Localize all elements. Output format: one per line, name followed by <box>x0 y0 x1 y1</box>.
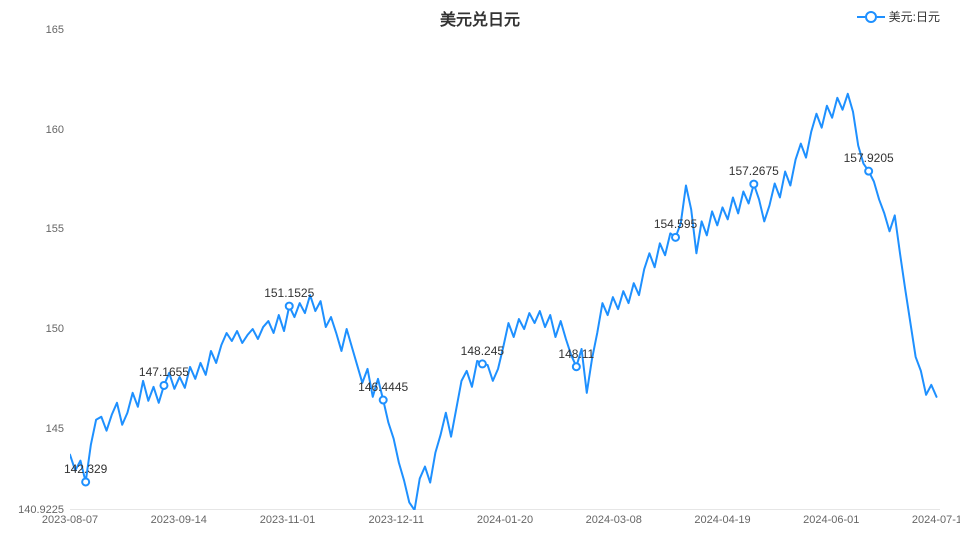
chart-title: 美元兑日元 <box>0 6 960 30</box>
legend[interactable]: 美元:日元 <box>857 8 940 25</box>
y-tick-label: 165 <box>46 24 70 36</box>
y-tick-label: 155 <box>46 223 70 235</box>
x-tick-label: 2024-06-01 <box>803 510 859 526</box>
y-tick-label: 160 <box>46 124 70 136</box>
x-tick-label: 2023-11-01 <box>260 510 315 526</box>
x-tick-label: 2023-09-14 <box>151 510 207 526</box>
x-tick-label: 2024-01-20 <box>477 510 533 526</box>
x-tick-label: 2024-03-08 <box>586 510 642 526</box>
legend-marker <box>857 11 885 23</box>
chart-container: 美元兑日元 美元:日元 140.92251451501551601652023-… <box>0 0 960 540</box>
legend-label: 美元:日元 <box>889 8 940 25</box>
line-chart-svg <box>70 30 940 510</box>
y-tick-label: 150 <box>46 323 70 335</box>
x-tick-label: 2024-04-19 <box>694 510 750 526</box>
y-tick-label: 145 <box>46 423 70 435</box>
x-tick-label: 2023-12-11 <box>369 510 424 526</box>
x-tick-label: 2024-07-13 <box>912 510 960 526</box>
x-tick-label: 2023-08-07 <box>42 510 98 526</box>
plot-area[interactable]: 140.92251451501551601652023-08-072023-09… <box>70 30 940 510</box>
